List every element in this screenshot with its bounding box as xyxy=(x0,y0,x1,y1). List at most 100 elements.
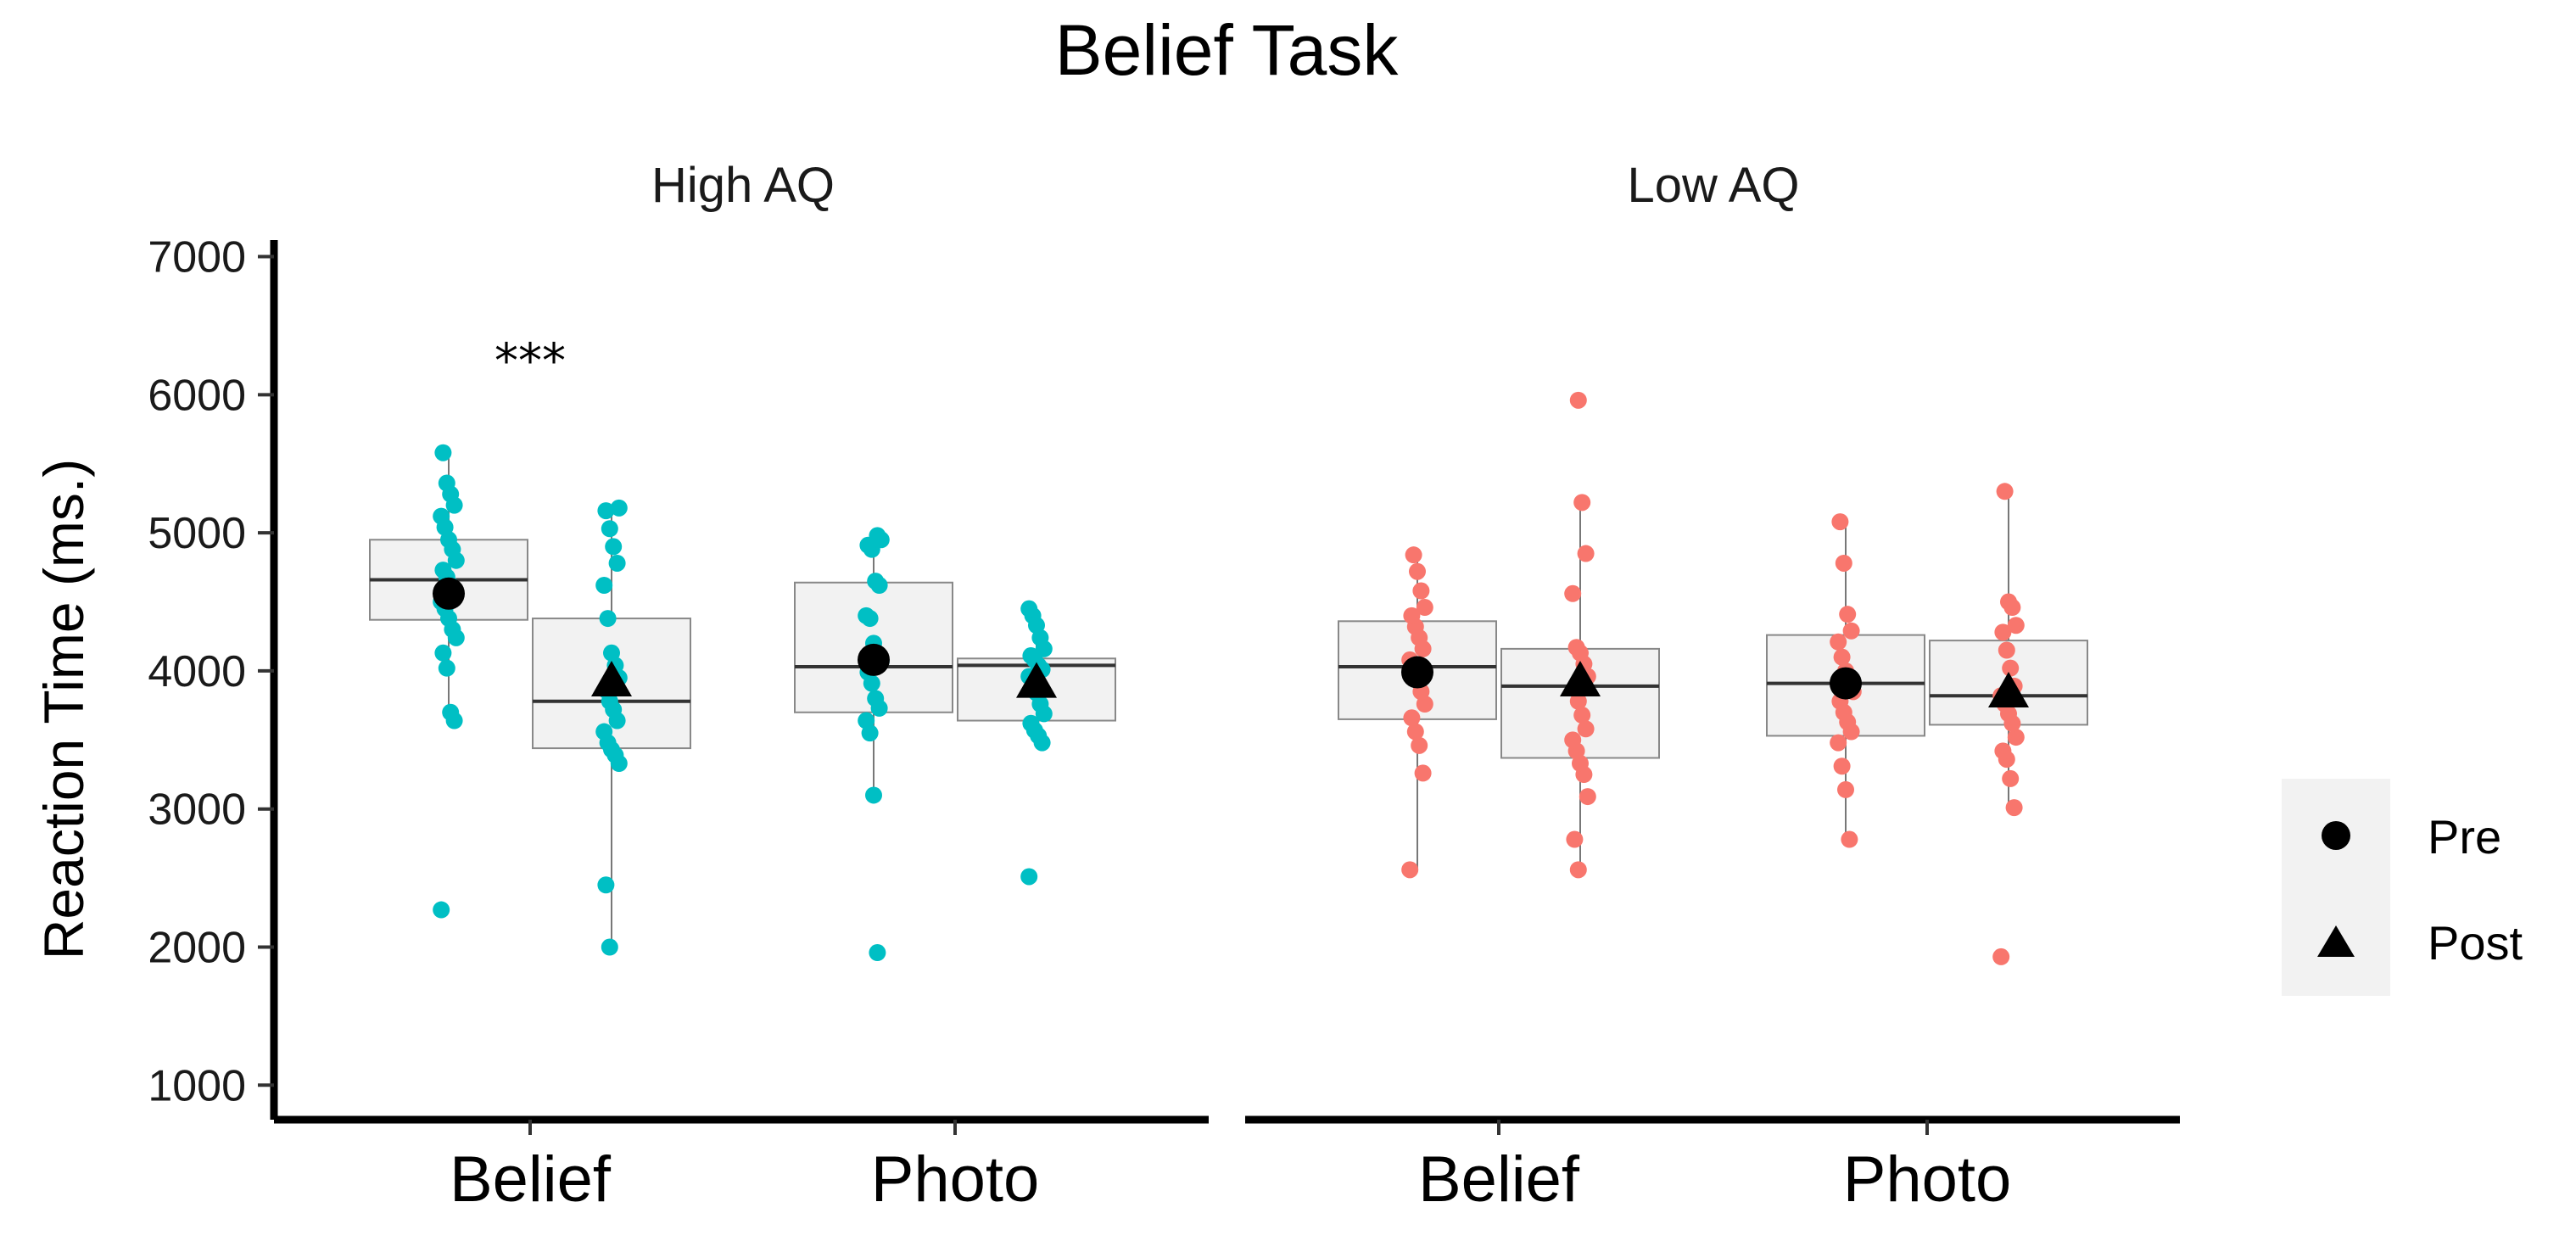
data-point xyxy=(2002,659,2020,677)
facet-label-low-aq: Low AQ xyxy=(1627,158,1799,213)
panel-high-aq: *** xyxy=(274,334,1209,1135)
data-point xyxy=(434,644,452,662)
data-point xyxy=(1835,554,1852,572)
data-point xyxy=(1994,742,2012,760)
data-point xyxy=(597,502,615,520)
data-point xyxy=(1567,639,1585,657)
data-point xyxy=(1833,648,1851,666)
data-point xyxy=(608,554,626,572)
data-point xyxy=(434,444,452,461)
data-point xyxy=(1579,788,1596,806)
data-point xyxy=(1573,707,1591,724)
data-point xyxy=(1994,623,2012,641)
mean-marker-pre xyxy=(1830,667,1862,700)
data-point xyxy=(603,644,620,662)
data-point xyxy=(1573,494,1591,511)
data-point xyxy=(869,527,886,545)
data-point xyxy=(1996,483,2014,500)
x-tick-low-belief: Belief xyxy=(1418,1143,1580,1216)
x-tick-low-photo: Photo xyxy=(1843,1143,2012,1216)
data-point xyxy=(869,944,886,962)
data-point xyxy=(865,786,882,804)
data-point xyxy=(1409,562,1426,580)
data-point xyxy=(1414,764,1432,782)
data-point xyxy=(1831,513,1849,531)
significance-label: *** xyxy=(495,334,566,389)
y-tick-label: 6000 xyxy=(148,371,246,420)
data-point xyxy=(2002,769,2020,787)
y-axis-label: Reaction Time (ms.) xyxy=(32,459,95,959)
data-point xyxy=(595,577,613,594)
data-point xyxy=(1403,607,1421,624)
data-point xyxy=(1841,830,1858,848)
data-point xyxy=(1564,731,1582,749)
data-point xyxy=(438,659,455,677)
data-point xyxy=(867,573,885,590)
data-point xyxy=(867,690,885,707)
data-point xyxy=(434,562,452,579)
data-point xyxy=(1403,709,1421,727)
data-point xyxy=(1569,391,1587,409)
data-point xyxy=(1416,599,1433,617)
y-tick-label: 1000 xyxy=(148,1061,246,1110)
data-point xyxy=(1830,734,1847,752)
data-point xyxy=(610,499,628,517)
data-point xyxy=(858,607,875,624)
data-point xyxy=(433,507,450,525)
data-point xyxy=(601,938,618,956)
data-point xyxy=(1412,582,1430,600)
chart-title: Belief Task xyxy=(1055,10,1400,90)
data-point xyxy=(1020,868,1038,886)
mean-marker-pre xyxy=(1401,656,1433,689)
y-tick-label: 4000 xyxy=(148,647,246,696)
data-point xyxy=(1411,736,1428,754)
y-axis: 1000 2000 3000 4000 5000 6000 7000 xyxy=(148,233,278,1120)
data-point xyxy=(1569,861,1587,879)
data-point xyxy=(2007,729,2025,746)
x-tick-high-photo: Photo xyxy=(871,1143,1040,1216)
data-point xyxy=(2005,799,2023,817)
data-point xyxy=(1837,780,1854,798)
data-point xyxy=(595,723,613,741)
data-point xyxy=(1992,948,2010,965)
data-point xyxy=(438,474,455,492)
data-point xyxy=(2000,593,2017,611)
legend-pre-marker xyxy=(2322,821,2350,850)
data-point xyxy=(1564,584,1582,602)
data-point xyxy=(601,520,618,538)
mean-marker-post xyxy=(1016,662,1057,698)
legend-post-marker xyxy=(2317,925,2355,957)
data-point xyxy=(599,610,617,628)
mean-marker-pre xyxy=(433,577,465,610)
y-tick-label: 2000 xyxy=(148,924,246,973)
panel-low-aq xyxy=(1245,391,2180,1135)
data-point xyxy=(858,712,875,730)
legend: Pre Post xyxy=(2282,779,2523,996)
x-tick-high-belief: Belief xyxy=(450,1143,612,1216)
y-tick-label: 5000 xyxy=(148,509,246,558)
y-tick-label: 7000 xyxy=(148,233,246,282)
data-point xyxy=(1406,723,1424,741)
data-point xyxy=(597,876,615,894)
legend-label-pre: Pre xyxy=(2428,810,2501,864)
data-point xyxy=(1577,545,1595,562)
data-point xyxy=(1577,720,1595,738)
data-point xyxy=(1839,606,1857,623)
data-point xyxy=(605,538,623,556)
data-point xyxy=(1842,622,1860,640)
y-tick-label: 3000 xyxy=(148,785,246,835)
data-point xyxy=(2007,617,2025,634)
data-point xyxy=(1405,546,1422,564)
mean-marker-post xyxy=(1988,671,2029,707)
data-point xyxy=(1022,647,1040,665)
facet-label-high-aq: High AQ xyxy=(651,158,835,213)
data-point xyxy=(433,901,450,919)
data-point xyxy=(1833,757,1851,775)
legend-label-post: Post xyxy=(2428,916,2523,970)
legend-background xyxy=(2282,779,2390,996)
mean-marker-post xyxy=(591,660,632,696)
data-point xyxy=(1566,830,1584,848)
data-point xyxy=(1830,633,1847,651)
data-point xyxy=(1020,600,1038,618)
